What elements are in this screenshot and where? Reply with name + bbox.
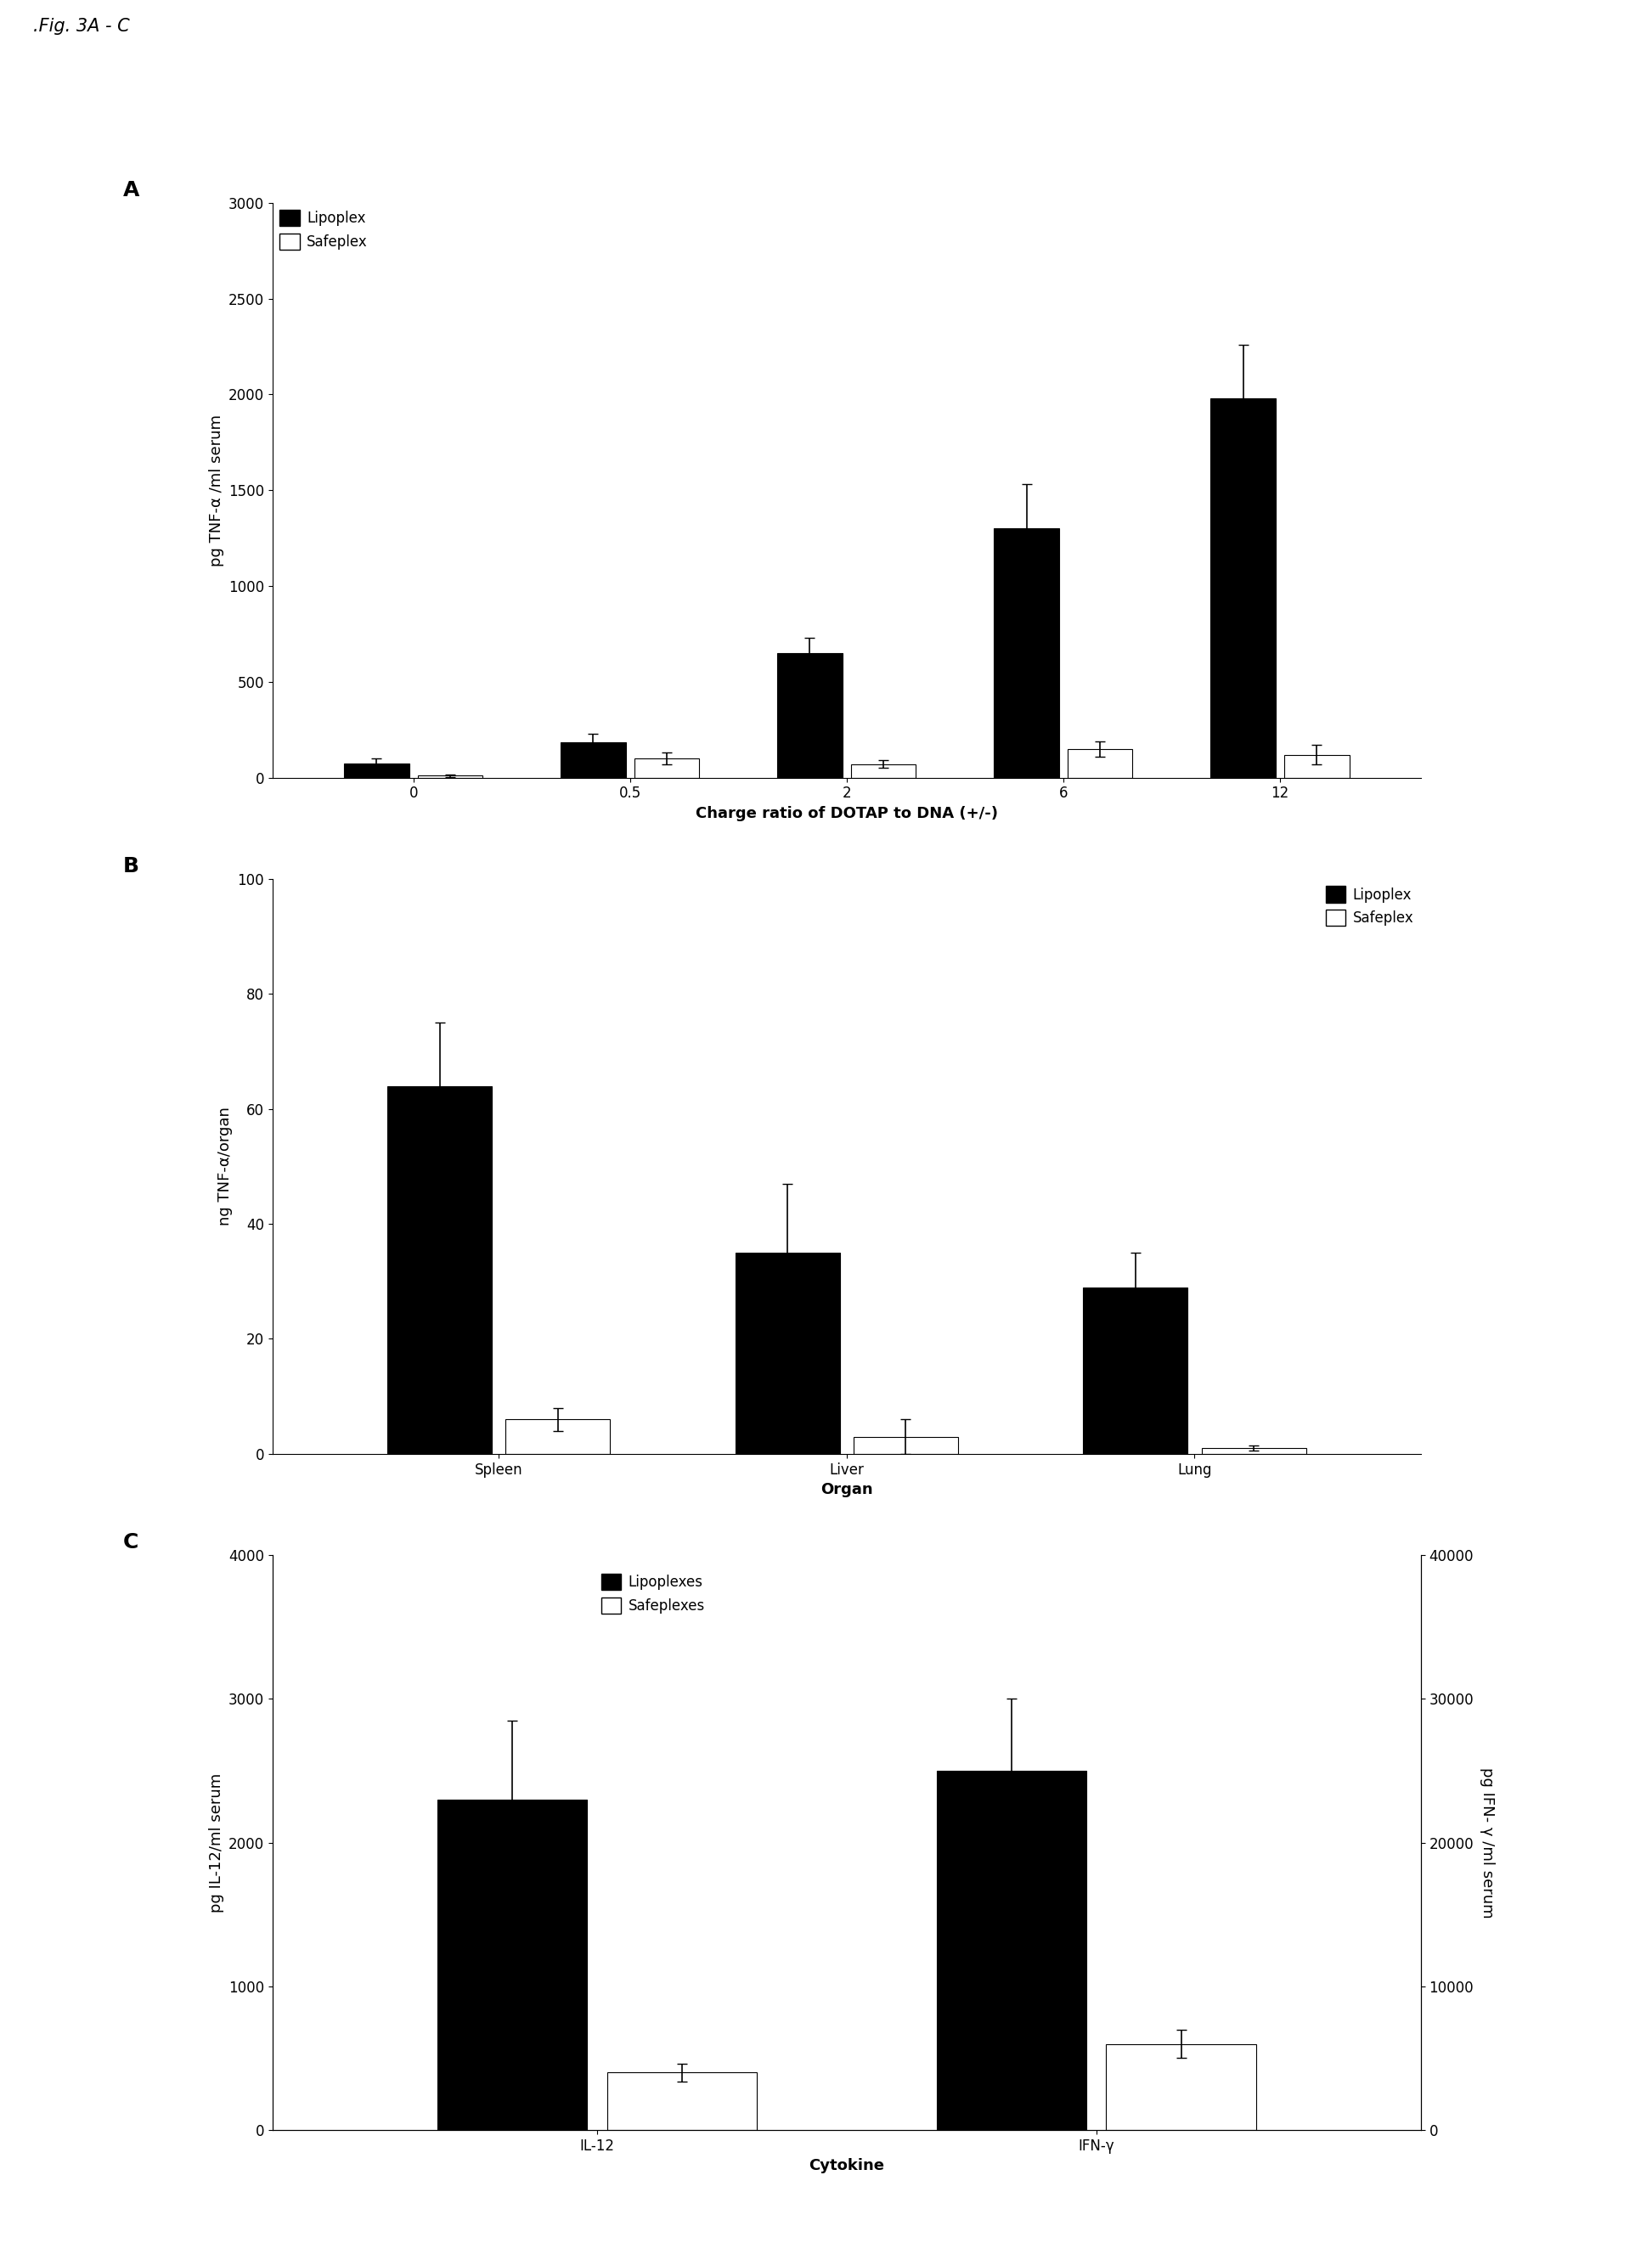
- Bar: [634, 757, 699, 778]
- Y-axis label: ng TNF-α/organ: ng TNF-α/organ: [218, 1107, 233, 1226]
- Bar: [560, 742, 626, 778]
- Bar: [995, 530, 1059, 778]
- Legend: Lipoplex, Safeplex: Lipoplex, Safeplex: [279, 210, 367, 250]
- Text: .Fig. 3A - C: .Fig. 3A - C: [33, 18, 129, 36]
- Legend: Lipoplexes, Safeplexes: Lipoplexes, Safeplexes: [601, 1573, 705, 1614]
- Text: A: A: [124, 180, 140, 201]
- Bar: [1284, 755, 1350, 778]
- Bar: [851, 764, 915, 778]
- Text: C: C: [124, 1533, 139, 1553]
- Bar: [388, 1086, 492, 1454]
- Bar: [1201, 1447, 1307, 1454]
- Bar: [506, 1420, 610, 1454]
- Bar: [438, 1799, 586, 2130]
- Bar: [1211, 399, 1275, 778]
- Y-axis label: pg TNF-α /ml serum: pg TNF-α /ml serum: [208, 415, 223, 566]
- Y-axis label: pg IL-12/ml serum: pg IL-12/ml serum: [208, 1774, 223, 1911]
- Bar: [735, 1253, 839, 1454]
- Bar: [1067, 748, 1133, 778]
- X-axis label: Charge ratio of DOTAP to DNA (+/-): Charge ratio of DOTAP to DNA (+/-): [695, 807, 998, 820]
- Bar: [937, 1772, 1087, 2130]
- Bar: [854, 1436, 958, 1454]
- Bar: [606, 2074, 757, 2130]
- X-axis label: Organ: Organ: [821, 1483, 872, 1497]
- Bar: [344, 764, 410, 778]
- Text: B: B: [124, 857, 139, 877]
- X-axis label: Cytokine: Cytokine: [809, 2159, 884, 2173]
- Y-axis label: pg IFN- γ /ml serum: pg IFN- γ /ml serum: [1480, 1767, 1495, 1918]
- Legend: Lipoplex, Safeplex: Lipoplex, Safeplex: [1327, 886, 1414, 926]
- Bar: [1107, 2044, 1256, 2130]
- Bar: [1084, 1287, 1188, 1454]
- Bar: [778, 654, 843, 778]
